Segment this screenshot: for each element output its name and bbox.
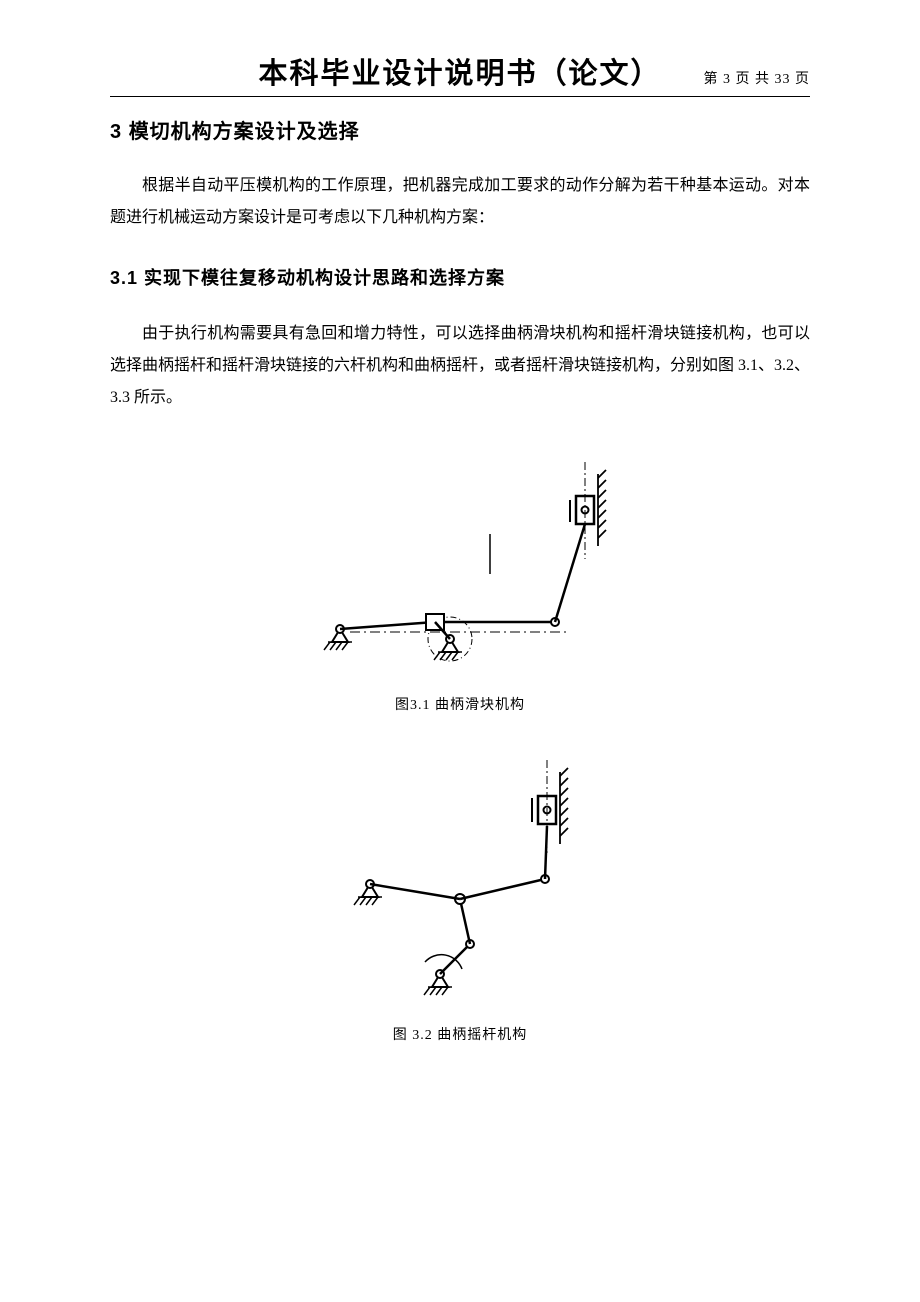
figure-3-2: 图 3.2 曲柄摇杆机构 [110, 744, 810, 1044]
figure-3-1: 图3.1 曲柄滑块机构 [110, 444, 810, 714]
mechanism-diagram-1 [290, 444, 630, 674]
figure-caption-2: 图 3.2 曲柄摇杆机构 [110, 1024, 810, 1044]
section-heading: 3 模切机构方案设计及选择 [110, 115, 810, 144]
document-title: 本科毕业设计说明书（论文） [258, 50, 661, 92]
mechanism-diagram-2 [310, 744, 610, 1004]
subsection-heading: 3.1 实现下模往复移动机构设计思路和选择方案 [110, 264, 810, 290]
paragraph-intro: 根据半自动平压模机构的工作原理，把机器完成加工要求的动作分解为若干种基本运动。对… [110, 170, 810, 234]
figure-caption-1: 图3.1 曲柄滑块机构 [110, 694, 810, 714]
page-number: 第 3 页 共 33 页 [704, 68, 811, 88]
page-header: 本科毕业设计说明书（论文） 第 3 页 共 33 页 [110, 50, 810, 97]
paragraph-body: 由于执行机构需要具有急回和增力特性，可以选择曲柄滑块机构和摇杆滑块链接机构，也可… [110, 318, 810, 414]
